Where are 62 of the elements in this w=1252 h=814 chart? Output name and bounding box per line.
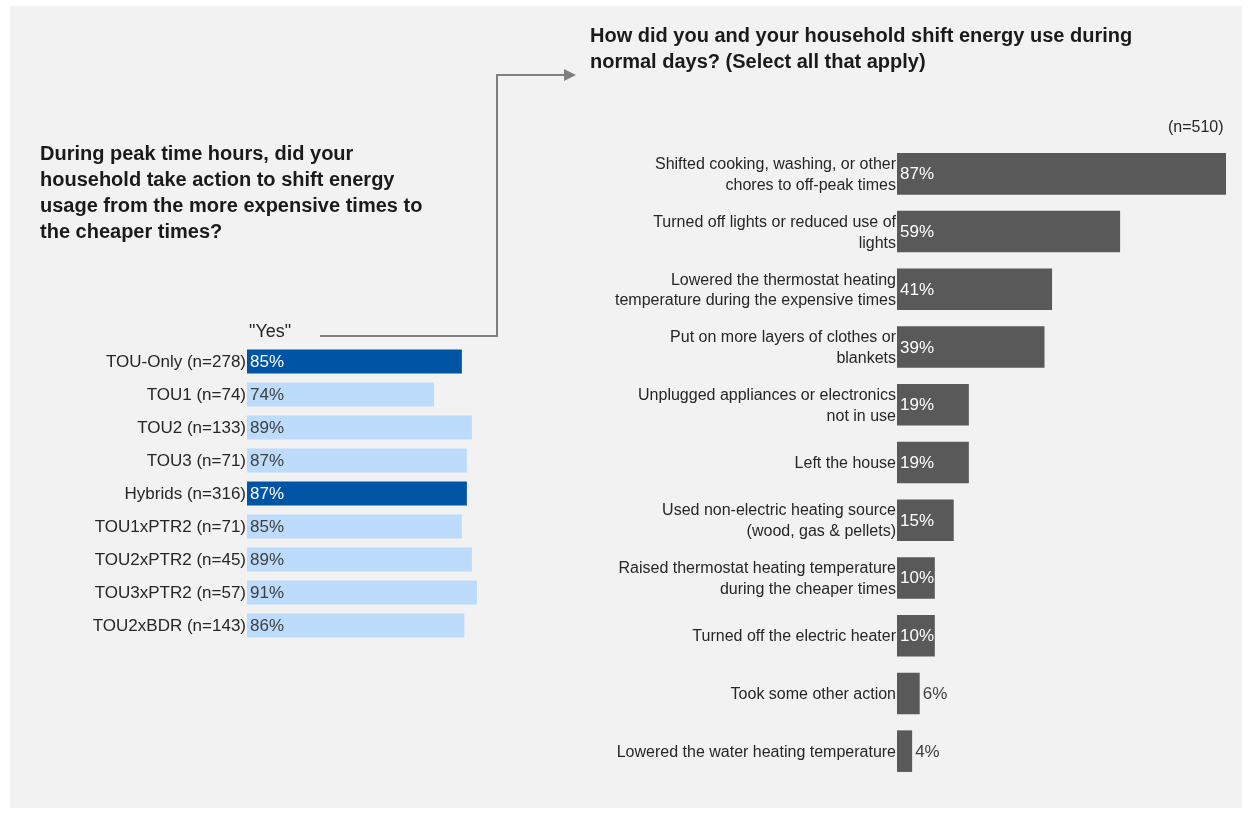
bar [897, 210, 1121, 253]
data-label: 87% [250, 484, 285, 503]
text: "Yes" [249, 321, 292, 341]
data-label: 87% [900, 164, 935, 184]
data-label: 41% [900, 279, 935, 299]
data-label: 85% [250, 352, 285, 371]
data-label: 19% [900, 453, 935, 472]
data-label: 91% [250, 583, 285, 602]
y-tick-label: TOU1 (n=74) [146, 385, 246, 405]
bar [897, 730, 913, 772]
bar [247, 580, 477, 605]
y-tick-label: Raised thermostat heating temperature during the cheaper times [618, 559, 897, 597]
data-label: 4% [915, 741, 940, 761]
chart-title: During peak time hours, did your household take action to shift energy usage from the more expensive times to the cheaper times? [40, 142, 423, 242]
bar [247, 481, 467, 506]
y-tick-label: Left the house [794, 454, 897, 472]
bar [247, 415, 472, 440]
y-tick-label: Shifted cooking, washing, or other chores to off-peak times [654, 155, 897, 193]
y-tick-label: TOU3xPTR2 (n=57) [94, 583, 246, 603]
y-tick-label: Unplugged appliances or electronics not in use [638, 385, 897, 424]
y-tick-label: Took some other action [730, 685, 896, 703]
y-tick-label: Used non-electric heating source (wood, gas & pellets) [662, 501, 897, 540]
data-label: 15% [900, 510, 935, 530]
data-label: 6% [922, 683, 948, 703]
chart-title: How did you and your household shift energy use during normal days? (Select all that apply) [590, 24, 1133, 72]
bar [897, 153, 1226, 195]
y-tick-label: Lowered the water heating temperature [616, 742, 897, 760]
data-label: 85% [250, 517, 285, 536]
bar [897, 672, 920, 715]
y-tick-label: Turned off the electric heater [692, 627, 897, 645]
data-label: 87% [250, 451, 285, 470]
y-tick-label: TOU2xBDR (n=143) [92, 616, 246, 636]
data-label: 86% [250, 616, 285, 635]
y-tick-label: Hybrids (n=316) [124, 484, 246, 504]
y-tick-label: TOU3 (n=71) [146, 451, 246, 471]
text: (n=510) [1168, 118, 1224, 135]
bar [247, 448, 467, 473]
y-tick-label: Turned off lights or reduced use of lights [653, 212, 897, 251]
y-tick-label: TOU2xPTR2 (n=45) [94, 550, 246, 570]
bar [897, 383, 969, 426]
data-label: 89% [250, 550, 285, 569]
data-label: 19% [900, 395, 935, 415]
y-tick-label: Put on more layers of clothes or blankets [670, 328, 897, 367]
y-tick-label: TOU-Only (n=278) [106, 352, 246, 372]
bar [897, 268, 1053, 311]
bar [897, 441, 969, 484]
bar [247, 382, 435, 407]
bar [247, 349, 462, 374]
data-label: 74% [250, 385, 285, 404]
y-tick-label: TOU1xPTR2 (n=71) [94, 517, 246, 537]
bar [247, 547, 472, 572]
y-tick-label: Lowered the thermostat heating temperature during the expensive times [614, 270, 896, 309]
data-label: 10% [900, 626, 935, 646]
data-label: 10% [900, 568, 935, 588]
data-label: 59% [900, 222, 935, 242]
bar [247, 613, 465, 638]
bar [897, 499, 954, 542]
data-label: 39% [900, 337, 935, 357]
data-label: 89% [250, 418, 285, 437]
bar [247, 514, 462, 539]
bar [897, 326, 1045, 368]
y-tick-label: TOU2 (n=133) [137, 418, 246, 438]
